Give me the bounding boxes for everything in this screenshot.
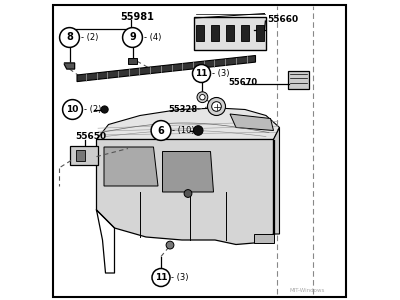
Circle shape bbox=[152, 268, 170, 286]
Circle shape bbox=[151, 121, 171, 140]
FancyBboxPatch shape bbox=[288, 70, 309, 89]
Polygon shape bbox=[274, 128, 280, 234]
FancyBboxPatch shape bbox=[70, 146, 98, 165]
FancyBboxPatch shape bbox=[194, 16, 266, 50]
FancyBboxPatch shape bbox=[128, 58, 137, 64]
Circle shape bbox=[122, 28, 142, 47]
Text: 11: 11 bbox=[195, 69, 208, 78]
Polygon shape bbox=[230, 114, 274, 130]
FancyBboxPatch shape bbox=[196, 25, 204, 41]
FancyBboxPatch shape bbox=[211, 25, 219, 41]
Polygon shape bbox=[77, 56, 256, 82]
Text: - (3): - (3) bbox=[212, 69, 229, 78]
Text: - (10): - (10) bbox=[172, 126, 195, 135]
Circle shape bbox=[184, 190, 192, 197]
Polygon shape bbox=[96, 140, 274, 244]
Text: - (4): - (4) bbox=[144, 33, 161, 42]
Polygon shape bbox=[104, 147, 158, 186]
Text: - (2): - (2) bbox=[80, 33, 98, 42]
Circle shape bbox=[101, 106, 108, 113]
Text: 55328: 55328 bbox=[168, 105, 197, 114]
Polygon shape bbox=[96, 108, 280, 140]
Circle shape bbox=[60, 28, 79, 47]
Circle shape bbox=[212, 102, 221, 111]
FancyBboxPatch shape bbox=[226, 25, 234, 41]
FancyBboxPatch shape bbox=[241, 25, 248, 41]
Circle shape bbox=[200, 94, 205, 100]
FancyBboxPatch shape bbox=[53, 4, 346, 297]
Text: - (2): - (2) bbox=[84, 105, 101, 114]
Text: 8: 8 bbox=[66, 32, 73, 43]
Text: MIT-Windows: MIT-Windows bbox=[290, 289, 325, 293]
Text: 10: 10 bbox=[66, 105, 79, 114]
Text: - (3): - (3) bbox=[171, 273, 189, 282]
Circle shape bbox=[193, 126, 203, 135]
FancyBboxPatch shape bbox=[76, 150, 86, 160]
Polygon shape bbox=[64, 63, 74, 69]
Text: 55660: 55660 bbox=[268, 15, 299, 24]
FancyBboxPatch shape bbox=[256, 25, 264, 41]
Text: 9: 9 bbox=[129, 32, 136, 43]
Circle shape bbox=[166, 241, 174, 249]
Circle shape bbox=[197, 92, 208, 103]
Text: 11: 11 bbox=[155, 273, 167, 282]
Text: 55981: 55981 bbox=[120, 11, 154, 22]
Circle shape bbox=[192, 64, 210, 82]
Circle shape bbox=[62, 100, 82, 119]
Text: 55650: 55650 bbox=[76, 132, 107, 141]
Text: 55670: 55670 bbox=[228, 78, 258, 87]
Polygon shape bbox=[162, 152, 214, 192]
Text: 6: 6 bbox=[158, 125, 164, 136]
Circle shape bbox=[208, 98, 226, 116]
Polygon shape bbox=[254, 234, 274, 243]
